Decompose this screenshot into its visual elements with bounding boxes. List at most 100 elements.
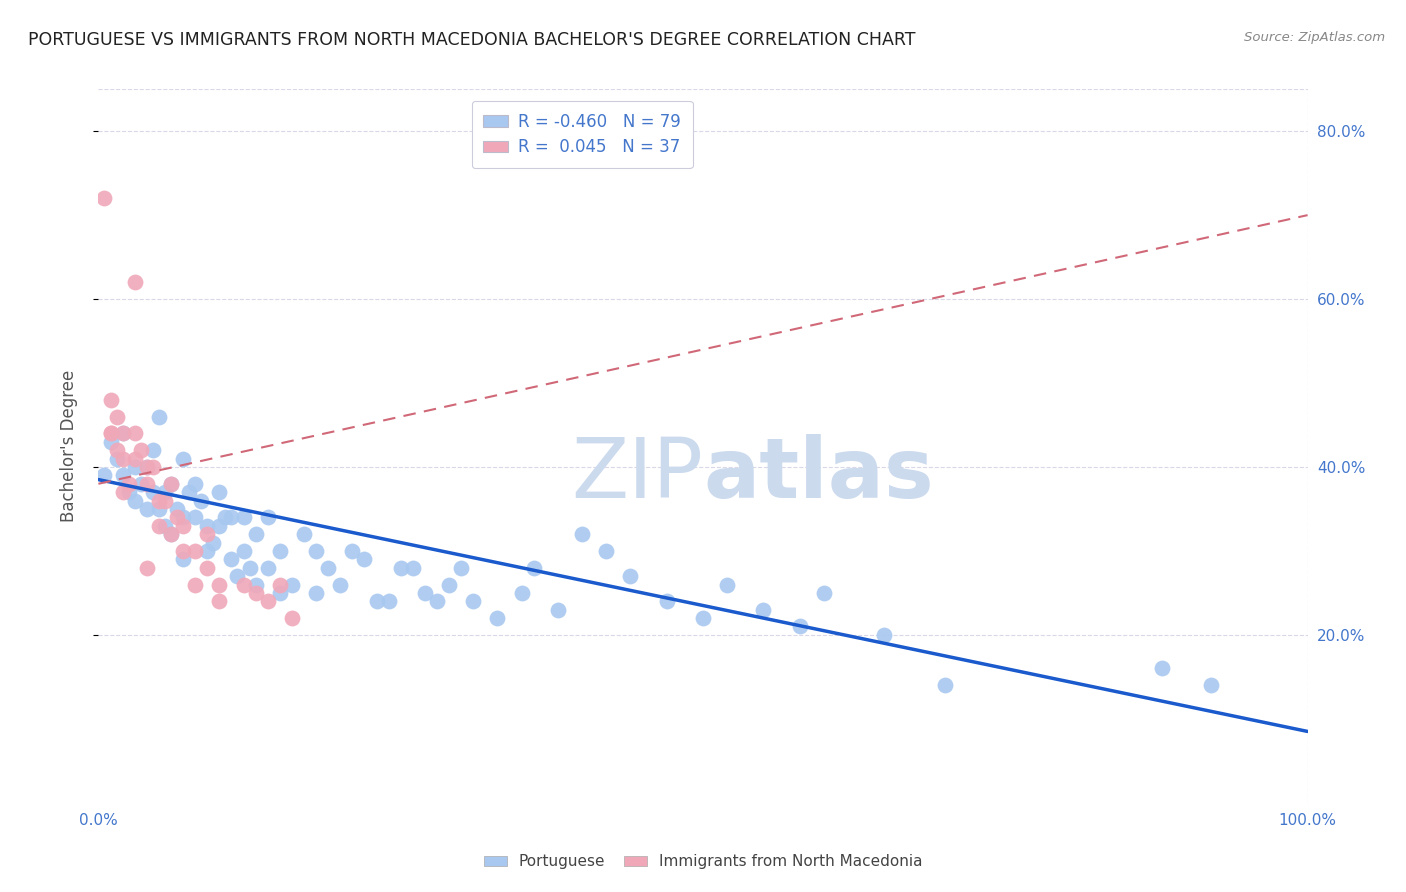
Point	[129, 443, 152, 458]
Point	[571, 527, 593, 541]
Point	[463, 594, 485, 608]
Point	[166, 510, 188, 524]
Point	[153, 518, 176, 533]
Point	[129, 476, 152, 491]
Text: ZIP: ZIP	[571, 434, 703, 515]
Point	[100, 434, 122, 449]
Point	[292, 527, 315, 541]
Point	[172, 451, 194, 466]
Text: atlas: atlas	[703, 434, 934, 515]
Point	[124, 426, 146, 441]
Point	[426, 594, 449, 608]
Point	[281, 577, 304, 591]
Point	[413, 586, 436, 600]
Point	[100, 426, 122, 441]
Text: PORTUGUESE VS IMMIGRANTS FROM NORTH MACEDONIA BACHELOR'S DEGREE CORRELATION CHAR: PORTUGUESE VS IMMIGRANTS FROM NORTH MACE…	[28, 31, 915, 49]
Point	[269, 586, 291, 600]
Point	[208, 594, 231, 608]
Point	[221, 510, 243, 524]
Point	[619, 569, 641, 583]
Point	[195, 544, 218, 558]
Point	[93, 191, 115, 205]
Point	[450, 560, 472, 574]
Point	[105, 409, 128, 424]
Point	[111, 426, 134, 441]
Point	[269, 544, 291, 558]
Point	[486, 611, 509, 625]
Point	[1199, 678, 1222, 692]
Point	[226, 569, 249, 583]
Point	[437, 577, 460, 591]
Point	[160, 527, 183, 541]
Point	[245, 586, 267, 600]
Point	[655, 594, 678, 608]
Point	[172, 552, 194, 566]
Point	[111, 485, 134, 500]
Point	[172, 544, 194, 558]
Point	[166, 502, 188, 516]
Point	[316, 560, 339, 574]
Point	[214, 510, 236, 524]
Point	[148, 518, 170, 533]
Point	[184, 544, 207, 558]
Point	[124, 493, 146, 508]
Point	[716, 577, 738, 591]
Point	[190, 493, 212, 508]
Point	[208, 518, 231, 533]
Point	[208, 577, 231, 591]
Point	[195, 518, 218, 533]
Point	[172, 510, 194, 524]
Point	[135, 460, 157, 475]
Point	[402, 560, 425, 574]
Point	[118, 476, 141, 491]
Point	[329, 577, 352, 591]
Point	[1152, 661, 1174, 675]
Point	[232, 577, 254, 591]
Point	[148, 409, 170, 424]
Point	[269, 577, 291, 591]
Point	[100, 392, 122, 407]
Point	[135, 560, 157, 574]
Point	[232, 544, 254, 558]
Point	[142, 485, 165, 500]
Point	[111, 468, 134, 483]
Legend: R = -0.460   N = 79, R =  0.045   N = 37: R = -0.460 N = 79, R = 0.045 N = 37	[471, 101, 693, 168]
Point	[160, 527, 183, 541]
Point	[118, 485, 141, 500]
Point	[148, 493, 170, 508]
Point	[135, 502, 157, 516]
Point	[184, 510, 207, 524]
Point	[239, 560, 262, 574]
Point	[221, 552, 243, 566]
Point	[195, 560, 218, 574]
Point	[305, 544, 328, 558]
Point	[595, 544, 617, 558]
Point	[105, 443, 128, 458]
Point	[256, 510, 278, 524]
Point	[547, 603, 569, 617]
Point	[813, 586, 835, 600]
Y-axis label: Bachelor's Degree: Bachelor's Degree	[59, 370, 77, 522]
Point	[142, 460, 165, 475]
Point	[789, 619, 811, 633]
Point	[124, 275, 146, 289]
Point	[160, 476, 183, 491]
Point	[256, 594, 278, 608]
Point	[208, 485, 231, 500]
Legend: Portuguese, Immigrants from North Macedonia: Portuguese, Immigrants from North Macedo…	[478, 848, 928, 875]
Point	[353, 552, 375, 566]
Point	[184, 577, 207, 591]
Point	[124, 460, 146, 475]
Point	[184, 476, 207, 491]
Point	[100, 426, 122, 441]
Point	[135, 460, 157, 475]
Point	[195, 527, 218, 541]
Point	[124, 451, 146, 466]
Point	[389, 560, 412, 574]
Point	[366, 594, 388, 608]
Point	[93, 468, 115, 483]
Point	[153, 493, 176, 508]
Point	[245, 527, 267, 541]
Point	[281, 611, 304, 625]
Point	[342, 544, 364, 558]
